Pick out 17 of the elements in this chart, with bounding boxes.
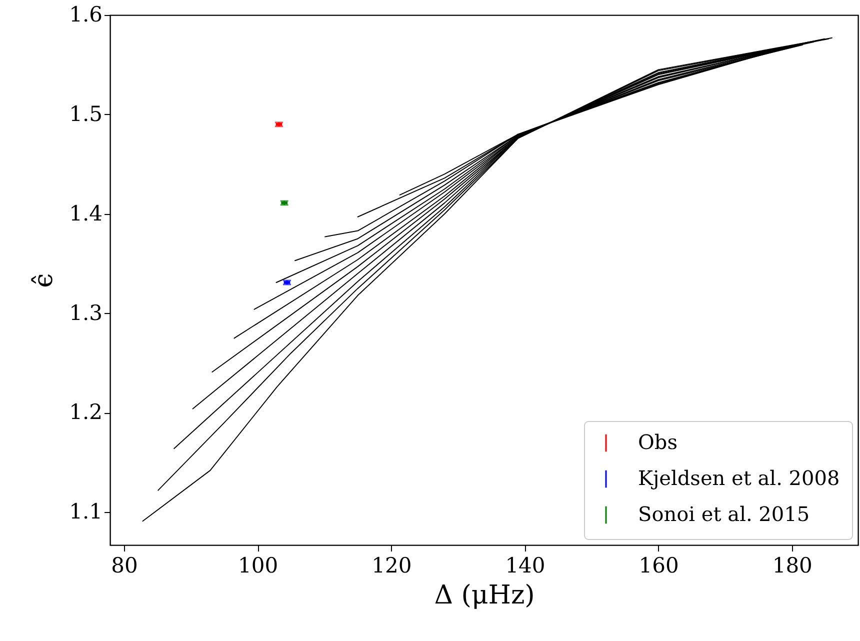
x-tick-label: 140 xyxy=(505,554,546,578)
x-tick-label: 100 xyxy=(238,554,278,578)
x-tick-label: 120 xyxy=(372,554,412,578)
x-tick-label: 160 xyxy=(638,554,679,578)
x-tick-label: 180 xyxy=(772,554,812,578)
y-axis-title: ϵ̂ xyxy=(29,273,60,288)
y-tick-label: 1.2 xyxy=(69,400,102,424)
x-tick-label: 80 xyxy=(111,554,138,578)
legend-label: Kjeldsen et al. 2008 xyxy=(638,466,840,490)
y-tick-label: 1.1 xyxy=(69,500,102,524)
legend-label: Sonoi et al. 2015 xyxy=(638,502,810,526)
x-axis-title: Δ (μHz) xyxy=(434,580,535,610)
y-tick-label: 1.6 xyxy=(69,2,102,26)
legend-label: Obs xyxy=(638,430,678,454)
y-tick-label: 1.5 xyxy=(69,102,102,126)
y-tick-label: 1.3 xyxy=(69,300,102,325)
y-tick-label: 1.4 xyxy=(69,201,102,226)
